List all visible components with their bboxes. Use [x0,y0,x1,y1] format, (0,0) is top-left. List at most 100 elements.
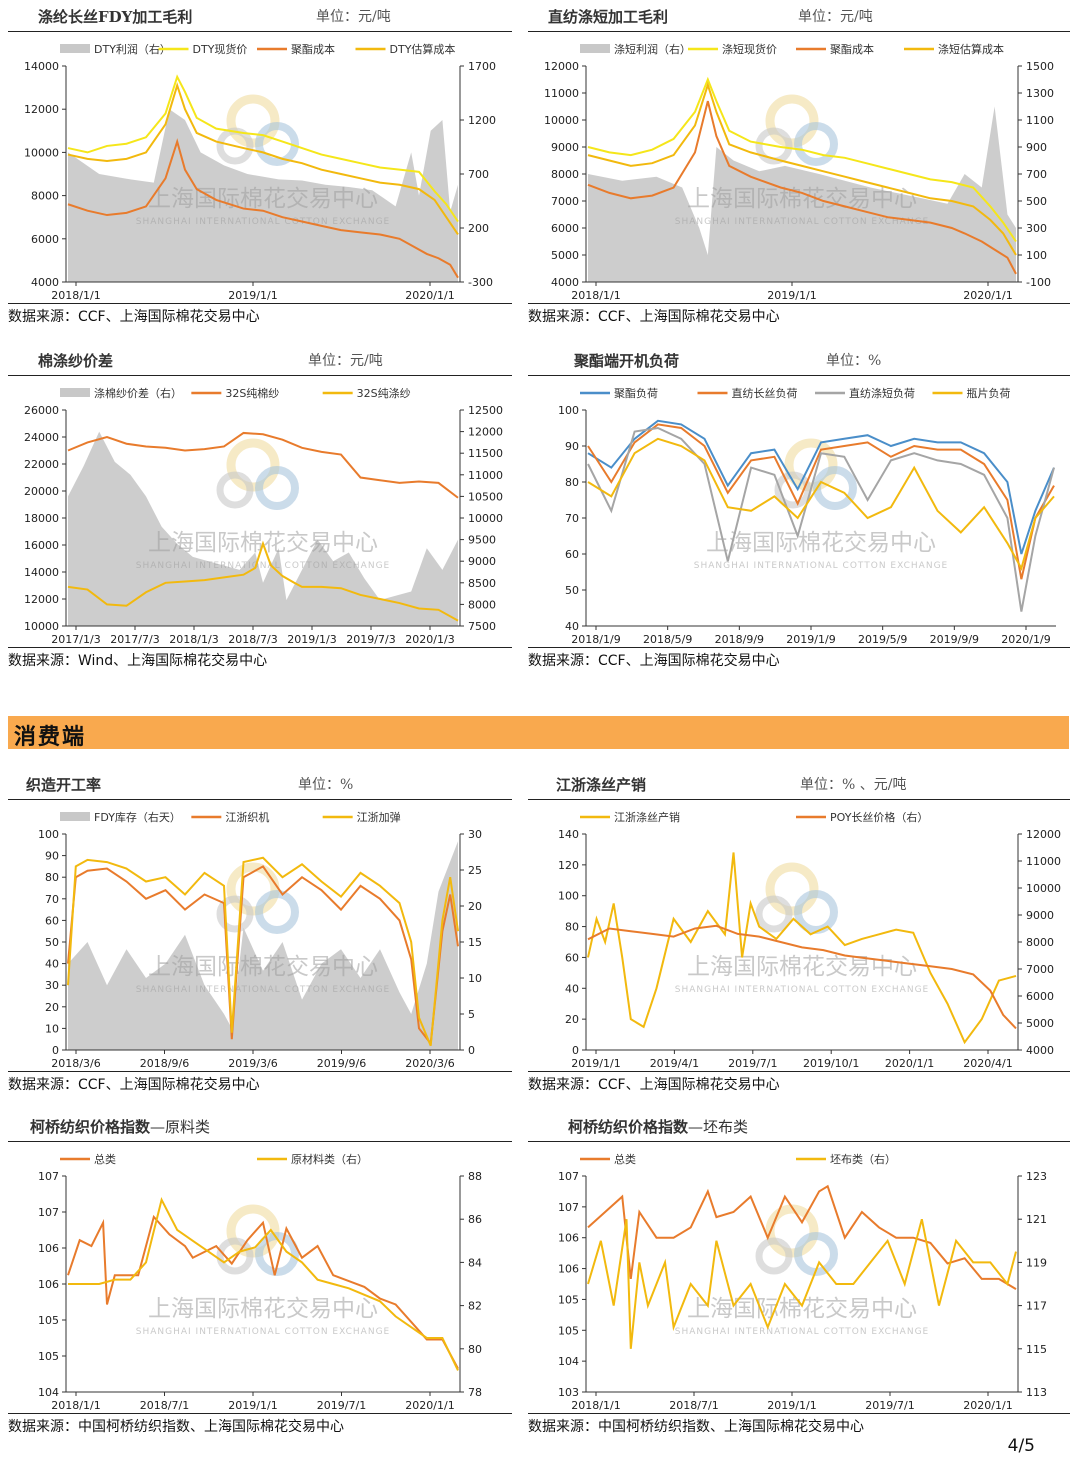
watermark-logo-arc [216,895,254,933]
x-tick-label: 2019/7/3 [346,633,395,646]
y-tick-label: 105 [558,1324,579,1337]
legend-label: 总类 [94,1152,116,1166]
y2-tick-label: 88 [468,1170,482,1183]
y-tick-label: 10000 [24,146,59,159]
legend-label: 直纺涤短负荷 [849,386,915,400]
y2-tick-label: 7500 [468,620,496,633]
legend-label: 江浙加弹 [357,810,401,824]
y-tick-label: 107 [38,1170,59,1183]
y-tick-label: 70 [45,893,59,906]
x-tick-label: 2018/7/3 [228,633,277,646]
y-tick-label: 107 [558,1201,579,1214]
area-series [588,106,1016,282]
y-tick-label: 8000 [551,168,579,181]
y2-tick-label: 86 [468,1213,482,1226]
title-rule [8,31,512,32]
legend-label: FDY库存（右天） [94,810,181,824]
watermark-text-cn: 上海国际棉花交易中心 [148,954,378,980]
x-tick-label: 2020/1/1 [963,1399,1012,1412]
watermark-logo-arc [255,1232,299,1276]
y2-tick-label: 11000 [468,469,503,482]
y2-tick-label: 25 [468,864,482,877]
y2-tick-label: 10000 [1026,882,1061,895]
watermark-logo-arc [794,122,838,166]
x-tick-label: 2018/1/1 [571,289,620,302]
x-tick-label: 2018/1/3 [169,633,218,646]
y2-tick-label: 78 [468,1386,482,1399]
chart-unit: 单位：元/吨 [316,9,391,25]
y-tick-label: 30 [45,979,59,992]
line-series [68,1196,459,1371]
x-tick-label: 2019/1/1 [767,289,816,302]
y-tick-label: 12000 [24,593,59,606]
watermark-logo-arc [794,890,838,934]
watermark-text-en: SHANGHAI INTERNATIONAL COTTON EXCHANGE [694,561,948,571]
y2-tick-label: 4000 [1026,1044,1054,1057]
y2-tick-label: 5 [468,1008,475,1021]
watermark-text-en: SHANGHAI INTERNATIONAL COTTON EXCHANGE [675,985,929,995]
y2-tick-label: 12000 [468,426,503,439]
x-tick-label: 2020/1/1 [885,1057,934,1070]
watermark-text-cn: 上海国际棉花交易中心 [687,1296,917,1322]
x-tick-label: 2019/9/9 [930,633,979,646]
y-tick-label: 0 [572,1044,579,1057]
legend-label: 聚酯成本 [830,42,874,56]
x-tick-label: 2019/1/3 [287,633,336,646]
watermark-text-cn: 上海国际棉花交易中心 [148,1296,378,1322]
y2-tick-label: 12500 [468,404,503,417]
y-tick-label: 6000 [31,233,59,246]
line-series [587,423,1055,580]
y2-tick-label: 113 [1026,1386,1047,1399]
y-tick-label: 104 [558,1355,579,1368]
legend-label: 聚酯成本 [291,42,335,56]
y-tick-label: 100 [38,828,59,841]
y2-tick-label: 100 [1026,249,1047,262]
chart-title-suffix: —坯布类 [688,1118,749,1136]
watermark-text-en: SHANGHAI INTERNATIONAL COTTON EXCHANGE [675,217,929,227]
x-tick-label: 2019/3/6 [228,1057,277,1070]
watermark-text-en: SHANGHAI INTERNATIONAL COTTON EXCHANGE [136,561,390,571]
chart-unit: 单位：元/吨 [798,9,873,25]
x-tick-label: 2018/1/9 [571,633,620,646]
y2-tick-label: 7000 [1026,963,1054,976]
x-tick-label: 2019/1/9 [786,633,835,646]
y-tick-label: 40 [565,982,579,995]
x-tick-label: 2018/5/9 [643,633,692,646]
legend-swatch [60,812,90,821]
chart-weaving-rate: 上海国际棉花交易中心 SHANGHAI INTERNATIONAL COTTON … [38,810,482,1070]
y-tick-label: 60 [45,914,59,927]
watermark-logo-arc [755,1237,793,1275]
y2-tick-label: 900 [1026,141,1047,154]
chart-yarn-sales: 上海国际棉花交易中心 SHANGHAI INTERNATIONAL COTTON … [558,810,1061,1070]
chart-title-main: 柯桥纺织价格指数 [30,1118,151,1136]
y-tick-label: 10000 [544,114,579,127]
chart-title: 织造开工率 [26,776,102,794]
source-rule [528,1071,1070,1072]
x-tick-label: 2020/3/6 [405,1057,454,1070]
line-series [587,76,1017,243]
y-tick-label: 20 [45,1001,59,1014]
y2-tick-label: 6000 [1026,990,1054,1003]
x-tick-label: 2018/9/6 [140,1057,189,1070]
legend-label: 江浙涤丝产销 [614,810,680,824]
y2-tick-label: 1500 [1026,60,1054,73]
watermark-logo-arc [255,466,299,510]
chart-title-main: 柯桥纺织价格指数 [568,1118,689,1136]
y2-tick-label: 1300 [1026,87,1054,100]
y-tick-label: 12000 [24,103,59,116]
y2-tick-label: 119 [1026,1256,1047,1269]
section-banner-title: 消费端 [14,724,87,750]
source-note: 数据来源：CCF、上海国际棉花交易中心 [8,309,260,325]
y-tick-label: 105 [558,1293,579,1306]
y-tick-label: 107 [558,1170,579,1183]
y-tick-label: 90 [565,440,579,453]
y-tick-label: 4000 [31,276,59,289]
watermark-logo-arc [255,890,299,934]
legend-swatch [580,44,610,53]
x-tick-label: 2020/1/9 [1001,633,1050,646]
chart-keqiao-greige: 上海国际棉花交易中心 SHANGHAI INTERNATIONAL COTTON … [558,1152,1047,1412]
y-tick-label: 140 [558,828,579,841]
legend-label: POY长丝价格（右） [830,810,928,824]
line-series [587,426,1055,612]
